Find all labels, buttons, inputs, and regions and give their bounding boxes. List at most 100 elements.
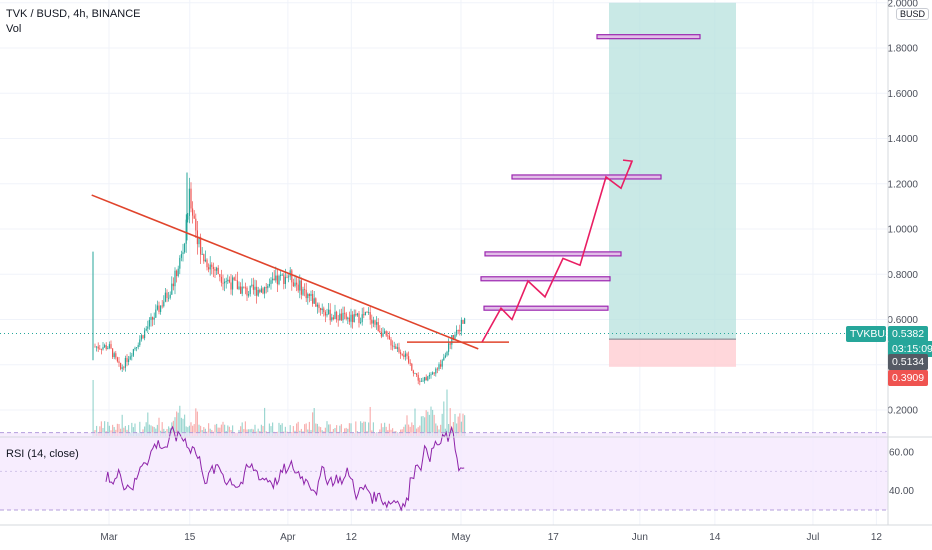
volume-bar [92,380,94,436]
candle-body [156,305,158,310]
volume-bar [203,427,205,436]
time-axis-label: 17 [548,532,560,543]
symbol-header[interactable]: TVK / BUSD, 4h, BINANCE [6,8,141,20]
volume-bar [254,424,256,436]
candle-body [256,286,258,296]
candle-body [249,285,251,295]
volume-bar [424,417,426,436]
volume-bar [304,424,306,436]
loss-zone [609,339,736,367]
candle-body [100,348,102,350]
candle-body [425,377,427,381]
candle-body [251,284,253,286]
volume-bar [448,424,450,436]
candle-body [222,282,224,284]
volume-bar [134,423,136,436]
candle-body [316,304,318,307]
candle-body [278,275,280,285]
candle-body [353,314,355,323]
candle-body [268,284,270,286]
volume-bar [224,424,226,436]
candle-body [264,287,266,294]
candle-body [352,314,354,323]
volume-bar [384,422,386,436]
last-price-tag: 0.5382 [888,326,929,342]
volume-bar [372,422,374,436]
volume-bar [278,422,280,436]
candle-body [414,373,416,375]
volume-bar [257,428,259,436]
volume-bar [147,412,149,436]
candle-body [411,363,413,371]
candle-body [108,344,110,348]
candle-body [188,188,190,216]
candle-body [102,347,104,350]
downtrend-line [91,194,479,350]
countdown-tag: 03:15:09 [888,341,932,357]
candle-body [216,267,218,271]
candle-body [158,305,160,312]
candle-body [320,308,322,311]
candle-body [451,335,453,345]
candle-body [283,274,285,285]
volume-bar [297,421,299,436]
candle-body [396,347,398,349]
volume-bar [174,417,176,436]
candle-body [438,364,440,370]
time-axis-label: 12 [346,532,358,543]
volume-bar [403,426,405,436]
candle-body [433,372,435,374]
candle-body [323,308,325,313]
volume-bar [166,429,168,436]
candle-body [152,317,154,320]
candle-body [99,348,101,350]
volume-bar [427,411,429,436]
candle-body [147,326,149,329]
volume-bar [408,424,410,436]
candle-body [144,330,146,339]
volume-bar [446,389,448,436]
time-axis-label: 12 [871,532,883,543]
candle-body [345,313,347,319]
candle-body [372,320,374,324]
volume-label[interactable]: Vol [6,23,22,35]
volume-bar [457,416,459,436]
candle-body [288,276,290,278]
candle-body [344,312,346,314]
candle-body [462,319,464,324]
candle-body [369,312,371,320]
candle-body [211,264,213,267]
candle-body [225,281,227,282]
candle-body [339,313,341,321]
candle-body [217,267,219,275]
candle-body [408,356,410,363]
candle-body [363,314,365,316]
candle-body [315,298,317,307]
volume-bar [433,414,435,436]
volume-bar [459,413,461,436]
rsi-label[interactable]: RSI (14, close) [6,448,79,460]
volume-bar [340,424,342,436]
candle-body [134,347,136,350]
volume-bar [99,426,101,436]
volume-bar [316,423,318,436]
candle-body [104,345,106,348]
candle-body [406,353,408,357]
volume-bar [232,425,234,436]
candle-body [356,313,358,316]
candle-body [132,349,134,356]
currency-unit-badge[interactable]: BUSD [896,8,930,20]
projected-path [481,160,633,343]
candle-body [377,322,379,331]
candle-body [96,346,98,348]
candle-body [444,355,446,358]
price-axis-label: 2.0000 [887,0,918,9]
candle-body [281,274,283,276]
volume-bar [419,425,421,436]
volume-bar [347,428,349,436]
candle-body [392,345,394,347]
candle-body [166,292,168,299]
candle-body [97,346,99,349]
volume-bar [145,422,147,436]
